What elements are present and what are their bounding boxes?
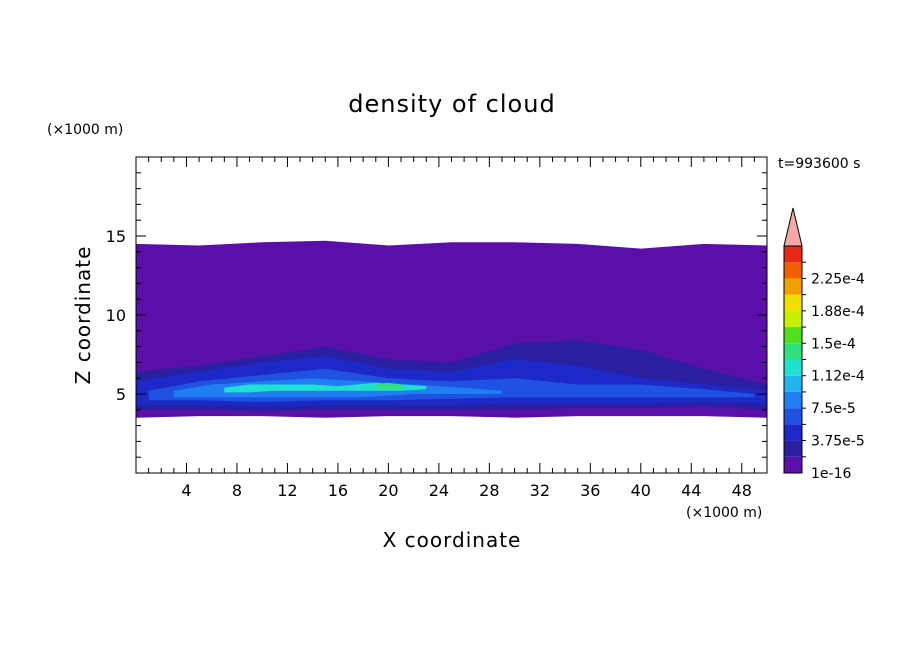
colorbar-label: 1.88e-4 [811,304,865,320]
colorbar-segment [784,246,802,263]
colorbar-segment [784,327,802,344]
colorbar-label: 1.5e-4 [811,336,856,352]
x-tick-label: 24 [429,481,449,500]
x-axis-unit: (×1000 m) [686,505,762,521]
x-tick-label: 44 [681,481,701,500]
colorbar-segment [784,278,802,295]
colorbar-segment [784,343,802,360]
colorbar-label: 2.25e-4 [811,271,865,287]
colorbar-label: 1e-16 [811,466,851,482]
time-label: t=993600 s [778,156,860,172]
colorbar-segment [784,456,802,473]
colorbar-segment [784,424,802,441]
colorbar-segment [784,391,802,409]
y-axis-unit: (×1000 m) [47,122,123,138]
y-axis-label: Z coordinate [71,246,95,385]
colorbar-segment [784,408,802,425]
x-tick-label: 28 [479,481,499,500]
y-tick-label: 15 [106,227,126,246]
x-tick-label: 40 [631,481,651,500]
chart-title: density of cloud [348,90,555,118]
x-tick-label: 36 [580,481,600,500]
x-tick-label: 4 [181,481,191,500]
y-tick-label: 5 [116,385,126,404]
colorbar: 1e-16 3.75e-5 7.5e-5 1.12e-4 1.5e-4 1.88e-4 2.… [783,207,865,482]
x-tick-label: 20 [378,481,398,500]
x-tick-label: 16 [328,481,348,500]
x-tick-label: 32 [530,481,550,500]
colorbar-segment [784,310,802,328]
colorbar-label: 7.5e-5 [811,401,856,417]
x-tick-label: 48 [732,481,752,500]
y-tick-label: 10 [106,306,126,325]
colorbar-label: 3.75e-5 [811,434,865,450]
density-field [136,240,767,418]
colorbar-label: 1.12e-4 [811,369,865,385]
x-tick-label: 12 [277,481,297,500]
density-band-6 [375,382,401,390]
colorbar-segment [784,440,802,457]
colorbar-segment [784,262,802,279]
colorbar-segment [784,359,802,376]
colorbar-extend-arrow [783,207,803,247]
colorbar-segment [784,375,802,392]
x-axis-label: X coordinate [383,528,522,552]
x-tick-label: 8 [232,481,242,500]
colorbar-segment [784,294,802,311]
